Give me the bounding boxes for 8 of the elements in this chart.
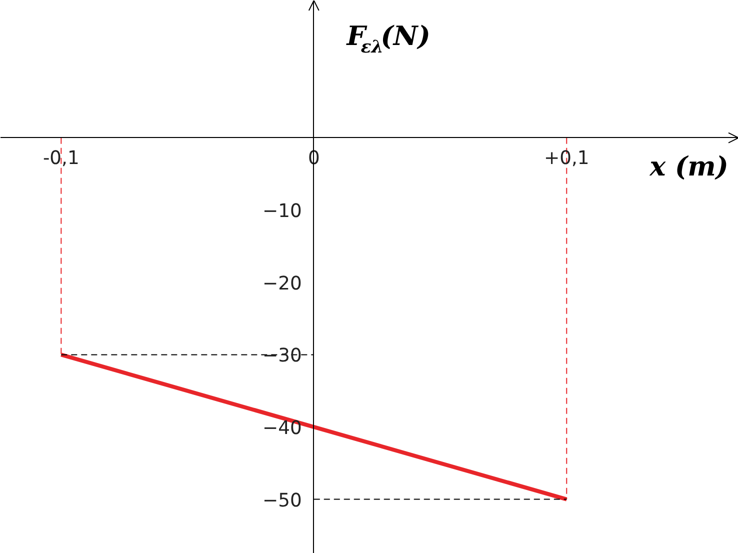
y-tick-label: −10 [262, 201, 302, 222]
y-tick-label: −40 [262, 418, 302, 439]
x-tick-label: +0,1 [544, 148, 590, 169]
y-tick-label: −20 [262, 273, 302, 294]
y-tick-label: −50 [262, 490, 302, 512]
x-tick-label: -0,1 [42, 148, 80, 169]
x-axis-title: x (m) [648, 151, 728, 182]
y-tick-label: −30 [262, 346, 302, 367]
